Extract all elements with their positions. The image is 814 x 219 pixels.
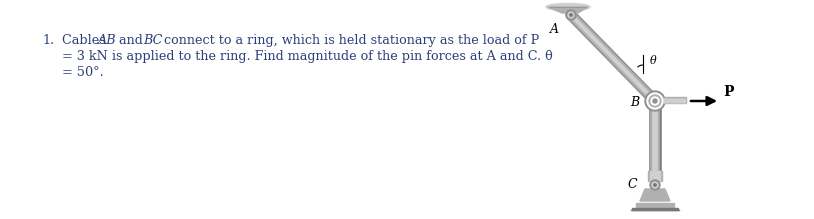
Bar: [636, 203, 674, 208]
Polygon shape: [640, 189, 670, 201]
Text: P: P: [723, 85, 733, 99]
Ellipse shape: [546, 4, 590, 11]
Text: Cables: Cables: [62, 34, 110, 47]
Bar: [648, 171, 662, 181]
Circle shape: [570, 14, 572, 16]
Text: A: A: [550, 23, 559, 36]
Text: AB: AB: [98, 34, 116, 47]
Circle shape: [647, 93, 663, 109]
Bar: [650, 171, 660, 181]
Polygon shape: [548, 7, 588, 13]
Text: and: and: [115, 34, 147, 47]
Circle shape: [566, 10, 576, 20]
Text: = 3 kN is applied to the ring. Find magnitude of the pin forces at A and C. θ: = 3 kN is applied to the ring. Find magn…: [62, 50, 553, 63]
Text: 1.: 1.: [42, 34, 54, 47]
Circle shape: [645, 91, 665, 111]
Bar: [632, 208, 678, 210]
Circle shape: [649, 95, 661, 107]
FancyBboxPatch shape: [665, 99, 685, 103]
Text: BC: BC: [143, 34, 162, 47]
Text: θ: θ: [650, 56, 657, 66]
Circle shape: [568, 12, 574, 18]
Circle shape: [652, 182, 658, 188]
FancyBboxPatch shape: [663, 97, 686, 104]
Text: = 50°.: = 50°.: [62, 66, 103, 79]
Circle shape: [654, 184, 656, 186]
Text: B: B: [630, 97, 639, 110]
Text: connect to a ring, which is held stationary as the load of P: connect to a ring, which is held station…: [160, 34, 539, 47]
Circle shape: [650, 180, 660, 190]
Circle shape: [653, 99, 657, 103]
Circle shape: [651, 97, 659, 105]
Text: C: C: [628, 178, 637, 191]
